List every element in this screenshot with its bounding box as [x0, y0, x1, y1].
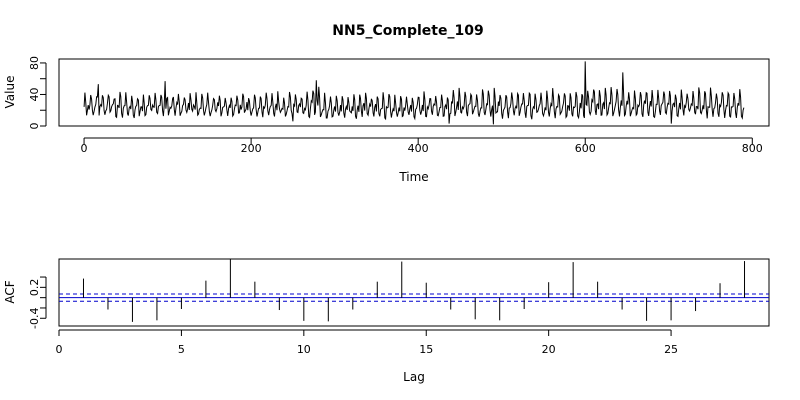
- acf-y-label: ACF: [3, 280, 17, 303]
- time-series-x-tick-label: 200: [241, 142, 262, 155]
- acf-bars: [82, 259, 746, 322]
- acf-x-label: Lag: [403, 370, 425, 384]
- time-series-y-axis: 0 40 80: [28, 56, 47, 130]
- acf-x-tick-label: 20: [542, 343, 556, 356]
- time-series-x-tick-label: 600: [575, 142, 596, 155]
- acf-x-tick-label: 25: [664, 343, 678, 356]
- time-series-x-tick-label: 800: [742, 142, 763, 155]
- time-series-x-label: Time: [398, 170, 428, 184]
- acf-x-tick-label: 5: [178, 343, 185, 356]
- acf-x-tick-label: 10: [297, 343, 311, 356]
- acf-x-tick-label: 0: [56, 343, 63, 356]
- time-series-y-tick-label: 80: [28, 56, 41, 70]
- acf-x-axis: 0 5 10 15 20 25: [56, 329, 678, 356]
- time-series-y-label: Value: [3, 76, 17, 109]
- acf-y-tick-label: 0.2: [28, 279, 41, 297]
- acf-x-tick-label: 15: [419, 343, 433, 356]
- acf-y-tick-label: -0.4: [28, 308, 41, 329]
- time-series-panel: 0 200 400 600 800 0 40 80 Time Value: [3, 56, 770, 184]
- time-series-x-axis: 0 200 400 600 800: [81, 137, 763, 155]
- time-series-x-tick-label: 0: [81, 142, 88, 155]
- acf-panel: 0 5 10 15 20 25 -0.4 0.2 Lag ACF: [3, 258, 770, 384]
- time-series-y-tick-label: 40: [28, 87, 41, 101]
- time-series-line: [83, 61, 745, 125]
- time-series-x-tick-label: 400: [408, 142, 429, 155]
- acf-y-axis: -0.4 0.2: [28, 276, 47, 329]
- acf-plot-frame: [58, 258, 770, 327]
- time-series-y-tick-label: 0: [28, 123, 41, 130]
- time-series-plot-frame: [58, 58, 770, 127]
- chart-title: NN5_Complete_109: [332, 23, 483, 39]
- acf-confidence-band: [59, 293, 769, 302]
